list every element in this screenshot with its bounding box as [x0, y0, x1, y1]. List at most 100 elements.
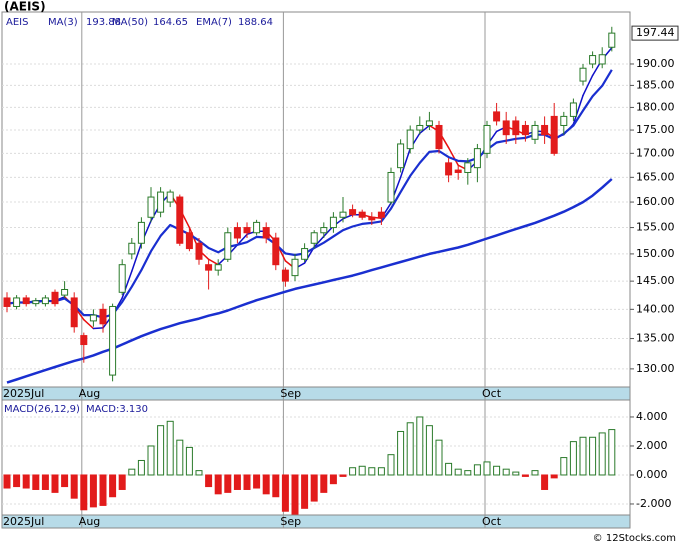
candle-body — [416, 124, 424, 131]
y-tick-label: 160.00 — [636, 195, 675, 208]
macd-bar — [473, 464, 481, 476]
macd-bar — [493, 465, 501, 476]
ma-segment — [419, 124, 431, 135]
candle-body — [512, 120, 520, 136]
ma-segment — [342, 213, 354, 220]
candle-body — [41, 297, 49, 305]
candle-body — [147, 196, 155, 218]
macd-bar — [272, 474, 280, 498]
macd-bar — [118, 474, 126, 490]
candle-body — [291, 258, 299, 277]
y-tick-label: 155.00 — [636, 221, 675, 234]
ma-segment — [92, 327, 104, 330]
last-price: 197.44 — [636, 26, 675, 39]
macd-bar — [3, 474, 11, 489]
y-tick-label: 175.00 — [636, 123, 675, 136]
macd-bar — [137, 459, 145, 476]
chart-title: (AEIS) — [4, 0, 46, 14]
macd-bar — [301, 474, 309, 509]
candle-body — [349, 209, 357, 216]
y-tick-label: 190.00 — [636, 57, 675, 70]
macd-bar — [13, 474, 21, 488]
x-tick-label: Aug — [79, 515, 100, 528]
x-tick-label: 2025Jul — [3, 515, 44, 528]
macd-bar — [224, 474, 232, 493]
macd-bar — [32, 474, 40, 490]
macd-bar — [329, 474, 337, 485]
candle-body — [281, 269, 289, 282]
y-tick-label: 2.000 — [636, 439, 668, 452]
candle-body — [157, 191, 165, 213]
candle-body — [272, 237, 280, 266]
candle-body — [579, 67, 587, 82]
macd-bar — [454, 468, 462, 476]
candle-body — [608, 32, 616, 48]
y-tick-label: 165.00 — [636, 170, 675, 183]
ma-segment — [582, 74, 594, 97]
macd-bar — [483, 461, 491, 476]
candle-body — [445, 162, 453, 176]
macd-bar — [349, 467, 357, 476]
candle-body — [329, 216, 337, 229]
candle-body — [531, 124, 539, 140]
candle-body — [368, 216, 376, 221]
ma-line — [6, 69, 613, 319]
macd-bar — [253, 474, 261, 489]
macd-bar — [166, 420, 174, 476]
candle-body — [118, 264, 126, 293]
footer: © 12Stocks.com — [593, 533, 676, 544]
candle-body — [406, 129, 414, 150]
ma-segment — [83, 318, 95, 330]
candle-body — [214, 264, 222, 271]
candle-body — [205, 264, 213, 271]
macd-bar — [464, 470, 472, 476]
candle-body — [464, 162, 472, 173]
macd-bar — [406, 422, 414, 476]
macd-bar — [397, 430, 405, 476]
candle-body — [435, 124, 443, 150]
macd-bar — [310, 474, 318, 502]
macd-bar — [560, 457, 568, 476]
candle-body — [22, 297, 30, 305]
macd-bar — [579, 436, 587, 476]
ma-segment — [236, 233, 248, 246]
candle-body — [521, 124, 529, 136]
macd-bar — [320, 474, 328, 493]
macd-bar — [435, 439, 443, 476]
macd-bar — [214, 474, 222, 495]
candle-body — [483, 124, 491, 154]
candle-body — [99, 308, 107, 325]
y-tick-label: 170.00 — [636, 146, 675, 159]
candle-body — [598, 54, 606, 65]
candle-body — [569, 102, 577, 117]
macd-bar — [22, 474, 30, 489]
candle-body — [89, 314, 97, 322]
macd-bar — [70, 474, 78, 499]
candle-body — [13, 297, 21, 307]
candle-body — [358, 211, 366, 218]
ma-line — [6, 178, 613, 384]
candle-body — [32, 300, 40, 305]
x-tick-label: Oct — [482, 515, 502, 528]
macd-bar — [291, 474, 299, 515]
macd-bar — [377, 467, 385, 476]
macd-bar — [521, 474, 529, 477]
macd-bar — [233, 474, 241, 490]
ma-segment — [131, 242, 143, 272]
candle-body — [185, 232, 193, 250]
macd-bar — [243, 474, 251, 490]
candle-body — [128, 242, 136, 255]
candle-body — [310, 232, 318, 244]
candle-body — [397, 143, 405, 169]
candle-body — [473, 148, 481, 169]
macd-bar — [262, 474, 270, 495]
ma-segment — [572, 94, 584, 125]
macd-bar — [368, 467, 376, 476]
macd-bar — [531, 470, 539, 476]
macd-bar — [41, 474, 49, 490]
legend-value: 164.65 — [153, 17, 188, 28]
y-tick-label: 145.00 — [636, 274, 675, 287]
candle-body — [137, 221, 145, 244]
candle-body — [109, 305, 117, 376]
candle-body — [339, 211, 347, 218]
